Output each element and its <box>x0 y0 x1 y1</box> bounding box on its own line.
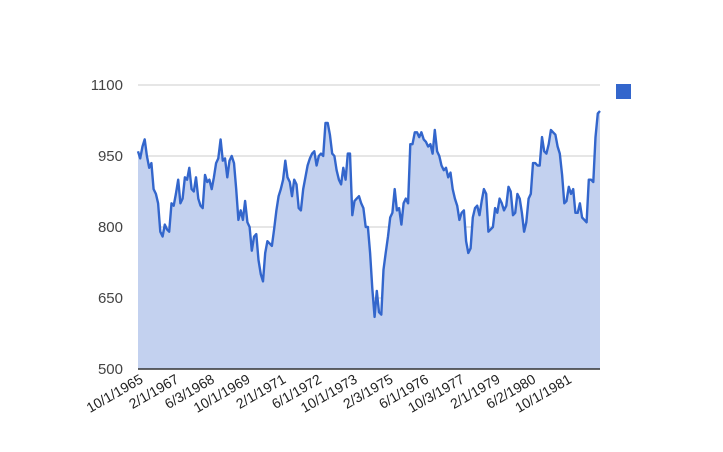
y-tick-label: 500 <box>98 361 123 378</box>
y-tick-label: 650 <box>98 290 123 307</box>
series-line <box>136 110 601 319</box>
y-tick-label: 1100 <box>91 77 123 94</box>
legend-swatch <box>616 84 631 99</box>
x-axis-tick-labels: 10/1/19652/1/19676/3/196810/1/19692/1/19… <box>84 371 575 416</box>
y-axis-tick-labels: 500 650 800 950 1100 <box>91 77 123 378</box>
plot-area <box>136 110 601 370</box>
y-tick-label: 950 <box>98 148 123 165</box>
y-tick-label: 800 <box>98 219 123 236</box>
